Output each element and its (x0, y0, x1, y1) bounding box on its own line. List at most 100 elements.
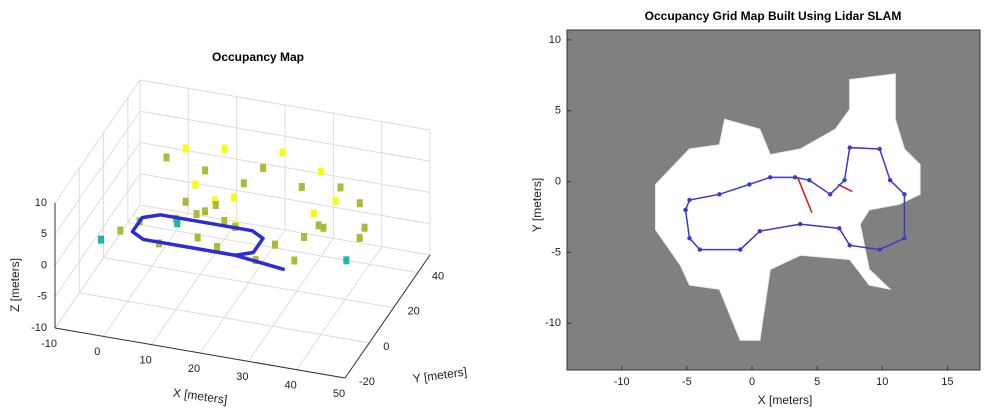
y-tick-label: -10 (545, 317, 561, 329)
pose (792, 175, 798, 180)
z-tick-label: -10 (31, 322, 47, 334)
loop-closure (837, 183, 853, 193)
x-tick-label: 20 (188, 363, 200, 375)
grid-line (151, 221, 238, 345)
voxel (202, 166, 209, 175)
y-tick-label: 40 (432, 270, 444, 282)
pose (687, 197, 692, 203)
z-tick-label: 5 (41, 228, 47, 240)
pose (683, 207, 688, 213)
voxel (182, 144, 189, 153)
voxel (182, 197, 189, 206)
voxel (212, 200, 219, 209)
x-tick-label: -10 (614, 376, 630, 388)
voxel (192, 180, 199, 189)
voxel (361, 223, 368, 232)
free-space (655, 73, 921, 341)
voxel (117, 226, 124, 235)
voxel (163, 153, 170, 162)
y-axis-label: Y [meters] (530, 178, 544, 232)
voxel (332, 196, 339, 205)
y-tick-label: 5 (555, 105, 561, 117)
grid-line (54, 110, 141, 235)
x-tick-label: 5 (814, 376, 820, 388)
voxel (174, 219, 181, 228)
grid-line (54, 204, 141, 329)
voxel (240, 179, 247, 188)
grid-line (139, 204, 431, 256)
grid-line (79, 292, 370, 344)
voxel (214, 243, 220, 252)
voxel (272, 240, 278, 249)
grid-line (296, 246, 383, 370)
x-axis-label: X [meters] (172, 385, 228, 406)
z-tick-label: 10 (35, 197, 47, 209)
pose (877, 247, 882, 252)
pose (697, 247, 703, 252)
grid-line (139, 79, 431, 131)
pose (887, 177, 893, 183)
voxel (337, 183, 344, 192)
y-tick-label: 10 (549, 34, 561, 46)
voxel (221, 216, 228, 225)
voxel (193, 210, 200, 219)
voxel (320, 223, 327, 232)
voxel (279, 148, 286, 157)
x-tick-label: 50 (333, 388, 345, 400)
plot-frame (566, 29, 981, 371)
pose (877, 146, 882, 152)
voxel (202, 207, 208, 216)
pose (842, 177, 847, 183)
x-tick-label: 10 (876, 376, 888, 388)
chart-title: Occupancy Map (212, 50, 304, 64)
pose (687, 236, 692, 241)
voxel (318, 167, 325, 176)
grid-line (102, 213, 189, 337)
grid-line (139, 110, 431, 162)
voxel (260, 163, 267, 172)
pose (768, 175, 773, 180)
x-tick-label: 0 (94, 346, 100, 358)
grid-line (199, 229, 286, 354)
y-tick-label: -20 (359, 376, 375, 388)
voxel (315, 221, 322, 230)
voxel (211, 196, 218, 205)
x-tick-label: 10 (140, 355, 152, 367)
voxel (194, 233, 201, 242)
y-tick-label: 0 (555, 175, 561, 187)
z-axis-label: Z [meters] (8, 258, 22, 312)
voxel (298, 183, 305, 192)
voxel (231, 193, 237, 202)
x-tick-label: 30 (236, 371, 248, 383)
voxel (356, 233, 363, 242)
grid-line (103, 257, 394, 309)
pose (747, 182, 752, 187)
axis-line (54, 327, 346, 379)
grid-line (139, 173, 431, 225)
grid-line (54, 142, 141, 266)
x-tick-label: -5 (682, 376, 692, 388)
pose (738, 247, 743, 252)
voxel (343, 256, 350, 265)
pose (902, 192, 907, 197)
chart-title: Occupancy Grid Map Built Using Lidar SLA… (645, 9, 902, 23)
pose (798, 221, 803, 227)
pose (827, 192, 833, 197)
z-tick-label: -5 (37, 291, 47, 303)
loop-closure (796, 177, 813, 214)
grid-line (54, 79, 141, 204)
voxel (310, 209, 317, 218)
pose (757, 228, 763, 234)
y-tick-label: 20 (408, 306, 420, 318)
x-tick-label: 15 (941, 376, 953, 388)
x-tick-label: 40 (285, 380, 297, 392)
voxel (98, 235, 104, 244)
y-axis-label: Y [meters] (412, 364, 468, 385)
voxel (291, 256, 298, 265)
pose (837, 226, 842, 231)
voxel (301, 232, 308, 241)
trajectory (130, 213, 286, 272)
pose (847, 145, 852, 150)
